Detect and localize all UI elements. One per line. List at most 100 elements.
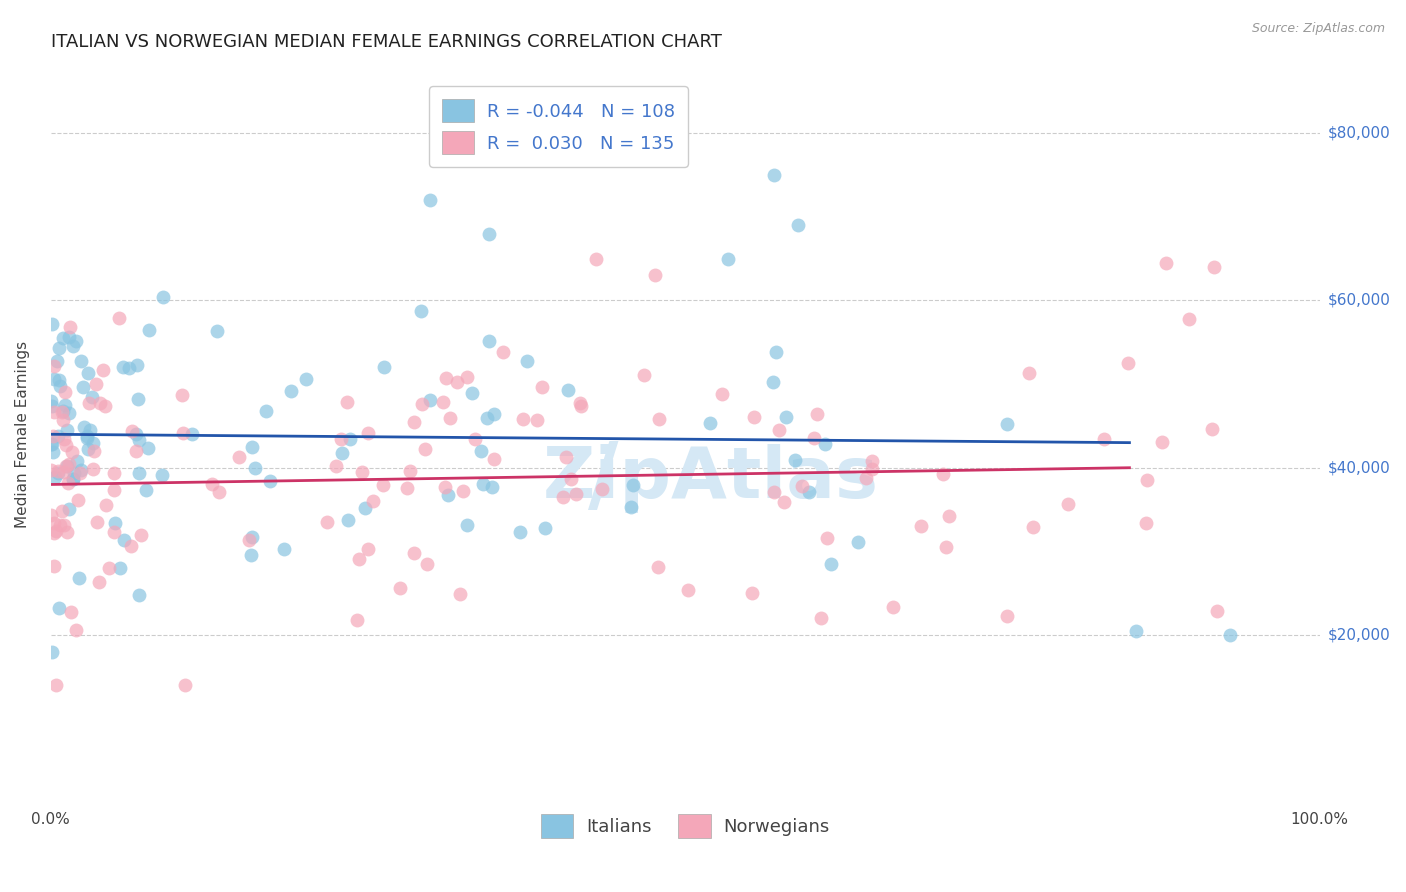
Point: [349, 552, 371, 566]
Point: [240, 549, 263, 563]
Point: [60, 445, 83, 459]
Text: $60,000: $60,000: [1329, 293, 1391, 308]
Point: [55, 458, 77, 473]
Point: [112, 533, 135, 548]
Point: [280, 384, 302, 398]
Point: [65, 334, 87, 348]
Point: [699, 416, 721, 430]
Point: [259, 475, 281, 489]
Point: [60, 605, 83, 619]
Point: [315, 515, 337, 529]
Point: [882, 599, 904, 614]
Point: [491, 345, 513, 359]
Point: [860, 454, 883, 468]
Point: [516, 353, 538, 368]
Point: [58, 330, 80, 344]
Point: [120, 539, 142, 553]
Point: [995, 609, 1018, 624]
Point: [62, 339, 84, 353]
Point: [336, 512, 359, 526]
Point: [82, 462, 104, 476]
Point: [633, 368, 655, 383]
Point: [107, 311, 129, 326]
Point: [785, 452, 807, 467]
Point: [402, 415, 425, 429]
Point: [52, 465, 75, 479]
Point: [103, 524, 125, 539]
Point: [413, 442, 436, 457]
Point: [121, 424, 143, 438]
Point: [70, 463, 93, 477]
Point: [565, 487, 588, 501]
Text: $20,000: $20,000: [1329, 627, 1391, 642]
Point: [509, 524, 531, 539]
Point: [76, 428, 98, 442]
Point: [51, 404, 73, 418]
Point: [585, 252, 607, 266]
Point: [86, 516, 108, 530]
Point: [820, 557, 842, 571]
Point: [48, 373, 70, 387]
Point: [87, 575, 110, 590]
Point: [46, 464, 69, 478]
Point: [437, 488, 460, 502]
Point: [91, 363, 114, 377]
Point: [39, 394, 62, 409]
Point: [53, 517, 76, 532]
Point: [373, 359, 395, 374]
Point: [273, 541, 295, 556]
Point: [41, 318, 63, 332]
Point: [51, 504, 73, 518]
Point: [560, 472, 582, 486]
Point: [94, 400, 117, 414]
Point: [526, 413, 548, 427]
Point: [456, 370, 478, 384]
Point: [39, 463, 62, 477]
Point: [41, 645, 63, 659]
Point: [762, 168, 785, 182]
Point: [409, 303, 432, 318]
Point: [710, 386, 733, 401]
Point: [41, 428, 63, 442]
Point: [125, 427, 148, 442]
Point: [434, 371, 457, 385]
Point: [172, 425, 194, 440]
Point: [112, 359, 135, 374]
Point: [228, 450, 250, 464]
Point: [484, 408, 506, 422]
Point: [357, 425, 380, 440]
Point: [76, 431, 98, 445]
Point: [73, 420, 96, 434]
Point: [419, 393, 441, 408]
Point: [995, 417, 1018, 432]
Point: [295, 372, 318, 386]
Point: [792, 479, 814, 493]
Point: [557, 384, 579, 398]
Point: [128, 434, 150, 448]
Point: [201, 476, 224, 491]
Point: [62, 467, 84, 481]
Point: [471, 477, 494, 491]
Point: [373, 477, 395, 491]
Point: [69, 467, 91, 481]
Point: [531, 380, 554, 394]
Point: [399, 464, 422, 478]
Point: [45, 678, 67, 692]
Point: [1201, 422, 1223, 436]
Point: [41, 399, 63, 413]
Point: [810, 611, 832, 625]
Point: [717, 252, 740, 266]
Point: [240, 440, 263, 454]
Point: [104, 516, 127, 530]
Point: [432, 394, 454, 409]
Point: [238, 533, 260, 547]
Point: [77, 442, 100, 456]
Point: [150, 467, 173, 482]
Point: [910, 518, 932, 533]
Point: [1018, 366, 1040, 380]
Point: [94, 499, 117, 513]
Point: [136, 441, 159, 455]
Point: [330, 446, 353, 460]
Point: [395, 481, 418, 495]
Point: [52, 412, 75, 426]
